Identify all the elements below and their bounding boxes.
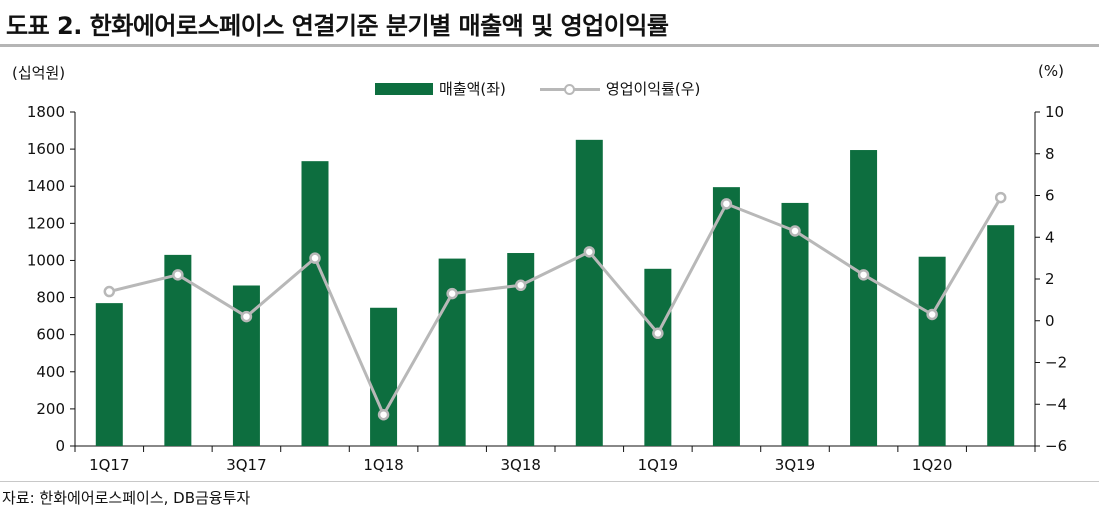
right-axis-unit: (%) (1038, 62, 1064, 80)
left-tick-label: 1400 (27, 177, 65, 195)
legend-bar-swatch (375, 82, 433, 95)
x-tick-label: 3Q17 (226, 456, 266, 474)
left-tick-label: 800 (36, 289, 65, 307)
chart-title: 도표 2. 한화에어로스페이스 연결기준 분기별 매출액 및 영업이익률 (6, 12, 669, 40)
x-tick-label: 1Q20 (912, 456, 952, 474)
margin-point (240, 310, 253, 323)
title-divider (0, 44, 1099, 47)
left-tick-label: 400 (36, 363, 65, 381)
margin-point (377, 408, 390, 421)
margin-point (926, 308, 938, 321)
right-tick-label: 8 (1045, 145, 1055, 163)
x-tick-label: 1Q17 (89, 456, 129, 474)
revenue-bar (781, 202, 809, 446)
legend-line-label: 영업이익률(우) (605, 80, 701, 98)
margin-point (652, 327, 664, 340)
revenue-bar (370, 307, 398, 446)
revenue-bar (301, 161, 329, 446)
right-tick-label: 6 (1045, 187, 1055, 205)
margin-point (857, 269, 870, 281)
combo-chart: 0 200 400 600 800 1000 1200 1400 1600 1800 −6 −4 −2 0… (27, 103, 1067, 474)
source-divider (0, 481, 1099, 482)
revenue-bar (644, 268, 672, 446)
right-tick-label: −4 (1045, 395, 1067, 413)
margin-point (514, 279, 527, 292)
right-tick-label: 10 (1045, 103, 1064, 121)
revenue-bar (575, 139, 603, 447)
revenue-bar (850, 150, 878, 447)
right-tick-label: −2 (1045, 354, 1067, 372)
legend-line-swatch (539, 83, 600, 95)
left-tick-label: 1200 (27, 214, 65, 232)
revenue-bar (918, 256, 946, 446)
revenue-bar (712, 187, 740, 446)
source-note: 자료: 한화에어로스페이스, DB금융투자 (2, 489, 251, 507)
legend: 매출액(좌) 영업이익률(우) (375, 78, 700, 99)
margin-line (108, 196, 1003, 417)
margin-point (309, 252, 321, 264)
legend-bar-label: 매출액(좌) (439, 80, 506, 98)
margin-point (172, 269, 184, 281)
revenue-bar (164, 254, 192, 446)
revenue-bar (987, 225, 1015, 446)
left-tick-label: 1000 (27, 251, 65, 269)
right-tick-label: −6 (1045, 437, 1067, 455)
x-tick-label: 3Q18 (500, 456, 540, 474)
left-tick-label: 1600 (27, 140, 65, 158)
margin-point (446, 287, 458, 300)
margin-point (789, 225, 801, 237)
margin-point (103, 285, 116, 298)
x-tick-label: 1Q18 (363, 456, 403, 474)
revenue-bar (438, 258, 466, 446)
left-tick-label: 0 (55, 437, 65, 455)
left-tick-label: 1800 (27, 103, 65, 121)
margin-point (583, 246, 596, 258)
left-axis-unit: (십억원) (12, 64, 66, 82)
right-tick-label: 2 (1045, 270, 1055, 288)
margin-point (994, 191, 1007, 204)
right-tick-label: 4 (1045, 228, 1055, 246)
x-tick-label: 1Q19 (638, 456, 678, 474)
left-tick-label: 200 (36, 400, 65, 418)
margin-point (720, 198, 733, 210)
left-tick-label: 600 (36, 326, 65, 344)
revenue-bar (95, 303, 123, 446)
right-tick-label: 0 (1045, 312, 1055, 330)
x-tick-label: 3Q19 (775, 456, 815, 474)
